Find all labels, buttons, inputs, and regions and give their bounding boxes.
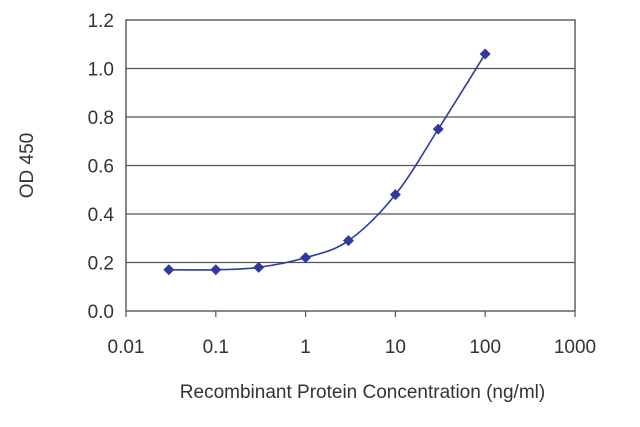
y-axis-title: OD 450 [17,133,38,198]
data-point-marker [253,261,265,273]
x-tick-label: 0.1 [203,337,229,358]
data-point-marker [163,264,175,276]
x-axis-title: Recombinant Protein Concentration (ng/ml… [180,382,545,403]
grid-lines [126,67,575,264]
series-markers [163,48,491,276]
y-tick-label: 0.6 [88,157,114,178]
data-point-marker [342,235,354,247]
data-point-marker [479,48,491,60]
data-point-marker [389,189,401,201]
data-point-marker [300,252,312,264]
data-point-marker [432,123,444,135]
x-tick-label: 1 [300,337,311,358]
y-tick-label: 0.8 [88,108,114,129]
series-curve [168,53,486,271]
x-tick-label: 100 [469,337,501,358]
y-tick-label: 0.4 [88,205,115,226]
x-tick-label: 1000 [554,337,596,358]
y-tick-label: 1.0 [88,60,114,81]
plot-area [125,19,576,312]
data-point-marker [210,264,222,276]
y-tick-label: 1.2 [88,11,114,32]
y-tick-label: 0.2 [88,254,114,275]
y-tick-label: 0.0 [88,302,114,323]
y-axis: 0.0 0.2 0.4 0.6 0.8 1.0 1.2 [88,11,115,323]
x-axis: 0.01 0.1 1 10 100 1000 [108,311,596,358]
x-tick-label: 10 [385,337,406,358]
x-tick-label: 0.01 [108,337,145,358]
